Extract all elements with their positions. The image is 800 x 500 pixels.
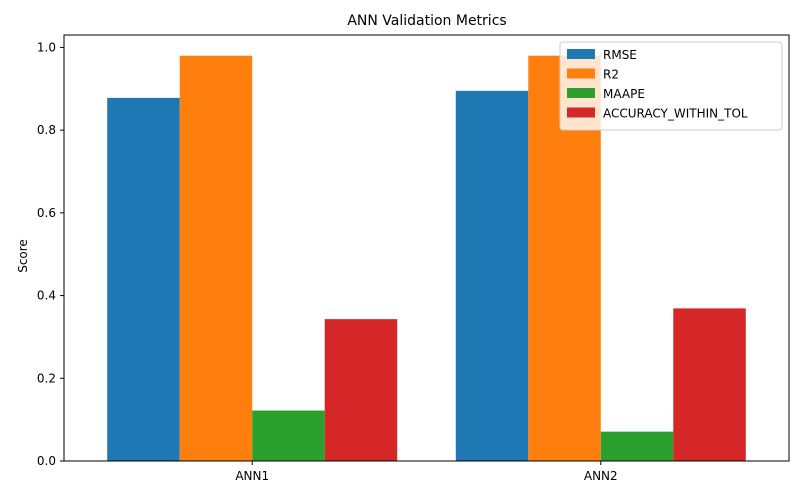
bar-r2-ann1 — [179, 55, 253, 461]
y-tick-label: 0.8 — [37, 123, 56, 137]
legend-label-r2: R2 — [603, 68, 619, 82]
bar-maape-ann2 — [600, 431, 674, 461]
legend-swatch-maape — [567, 88, 595, 98]
y-axis-label: Score — [16, 239, 30, 273]
bar-rmse-ann1 — [107, 97, 180, 461]
legend-label-accuracy_within_tol: ACCURACY_WITHIN_TOL — [603, 107, 748, 121]
y-tick-label: 0.2 — [37, 371, 56, 385]
legend: RMSE R2 MAAPE ACCURACY_WITHIN_TOL — [559, 41, 783, 131]
legend-swatch-accuracy_within_tol — [567, 107, 595, 118]
bar-rmse-ann2 — [455, 90, 529, 461]
y-tick-label: 1.0 — [37, 40, 56, 54]
y-tick-label: 0.0 — [37, 454, 56, 468]
x-tick-label: ANN1 — [235, 469, 269, 483]
legend-swatch-rmse — [567, 49, 595, 59]
bar-accuracy_within_tol-ann1 — [324, 319, 398, 461]
legend-swatch-r2 — [567, 68, 595, 79]
legend-box — [559, 41, 783, 131]
legend-label-rmse: RMSE — [603, 48, 637, 62]
x-tick-label: ANN2 — [584, 469, 618, 483]
bar-maape-ann1 — [252, 410, 325, 461]
y-tick-label: 0.6 — [37, 206, 56, 220]
plot-frame — [63, 34, 790, 462]
legend-label-maape: MAAPE — [603, 87, 645, 101]
axes-layer: 0.0 0.2 0.4 0.6 0.8 1.0 ANN1 ANN2 — [37, 34, 790, 483]
y-tick-label: 0.4 — [37, 289, 56, 303]
bar-accuracy_within_tol-ann2 — [673, 308, 746, 461]
chart-title: ANN Validation Metrics — [347, 13, 506, 29]
